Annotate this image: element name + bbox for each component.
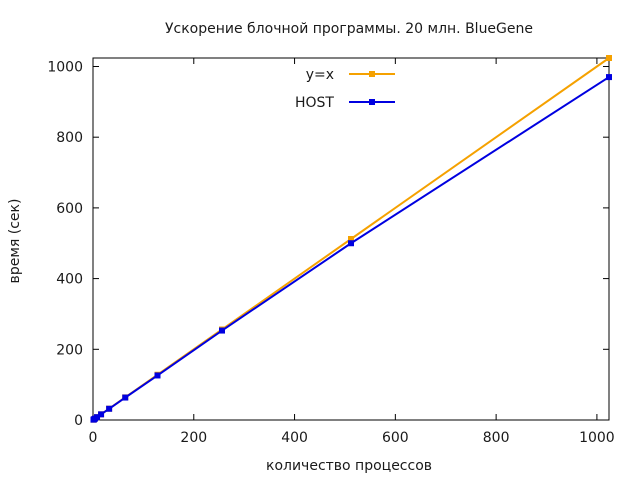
legend-label: y=x xyxy=(306,67,334,83)
legend: y=x HOST xyxy=(295,67,395,111)
y-tick-label: 200 xyxy=(56,342,83,358)
data-point xyxy=(98,411,105,418)
x-tick-label: 400 xyxy=(281,430,308,446)
data-point xyxy=(606,74,612,81)
series-HOST xyxy=(90,74,612,423)
data-point xyxy=(606,55,612,61)
y-tick-label: 400 xyxy=(56,272,83,288)
x-tick-label: 800 xyxy=(483,430,510,446)
x-tick-label: 0 xyxy=(89,430,98,446)
series xyxy=(90,55,612,423)
data-point xyxy=(94,414,101,421)
y-tick-label: 1000 xyxy=(47,59,83,75)
data-point xyxy=(154,372,161,379)
plot-frame xyxy=(92,57,610,421)
legend-label: HOST xyxy=(295,95,334,111)
x-axis-label: количество процессов xyxy=(266,458,432,474)
data-point xyxy=(348,236,354,242)
data-point xyxy=(219,327,225,334)
x-tick-label: 600 xyxy=(382,430,409,446)
y-tick-label: 800 xyxy=(56,130,83,146)
y-tick-label: 600 xyxy=(56,201,83,217)
y-axis-label: время (сек) xyxy=(7,199,23,284)
x-tick-label: 200 xyxy=(180,430,207,446)
series-line xyxy=(92,76,610,421)
chart-title: Ускорение блочной программы. 20 млн. Blu… xyxy=(165,21,533,37)
legend-marker xyxy=(369,71,375,77)
legend-marker xyxy=(369,99,375,105)
data-point xyxy=(348,240,354,247)
x-tick-label: 1000 xyxy=(579,430,615,446)
data-point xyxy=(122,394,129,401)
data-point xyxy=(106,405,113,412)
y-tick-label: 0 xyxy=(74,413,83,429)
